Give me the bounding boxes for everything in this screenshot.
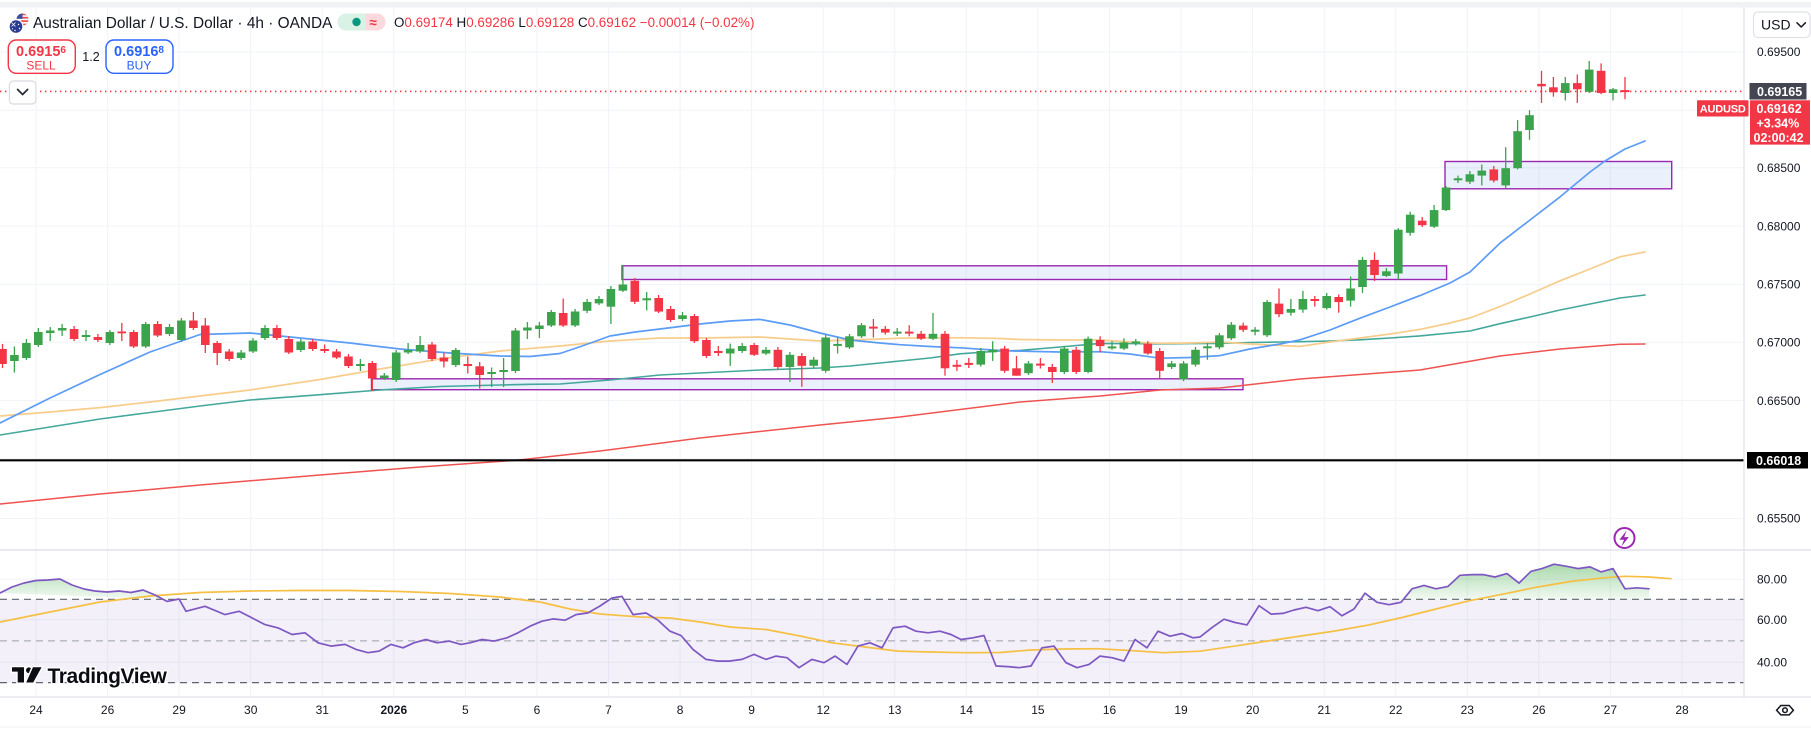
svg-text:1.2: 1.2 <box>82 50 99 64</box>
svg-text:USD: USD <box>1761 17 1791 33</box>
svg-text:TradingView: TradingView <box>48 665 168 688</box>
svg-text:9: 9 <box>748 703 755 717</box>
svg-text:19: 19 <box>1174 703 1188 717</box>
svg-text:0.69162: 0.69162 <box>1757 102 1802 116</box>
svg-text:15: 15 <box>1031 703 1045 717</box>
svg-text:02:00:42: 02:00:42 <box>1754 131 1804 145</box>
svg-text:7: 7 <box>605 703 612 717</box>
svg-text:16: 16 <box>1103 703 1117 717</box>
svg-text:40.00: 40.00 <box>1757 656 1787 670</box>
svg-text:24: 24 <box>29 703 43 717</box>
svg-text:80.00: 80.00 <box>1757 573 1787 587</box>
svg-text:Australian Dollar / U.S. Dolla: Australian Dollar / U.S. Dollar · 4h · O… <box>33 15 333 32</box>
svg-text:0.69168: 0.69168 <box>114 44 164 60</box>
svg-text:28: 28 <box>1675 703 1689 717</box>
svg-text:0.65500: 0.65500 <box>1757 512 1801 526</box>
svg-text:≈: ≈ <box>370 15 378 30</box>
svg-text:0.69500: 0.69500 <box>1757 45 1801 59</box>
svg-text:BUY: BUY <box>127 59 152 73</box>
svg-text:30: 30 <box>244 703 258 717</box>
svg-text:23: 23 <box>1461 703 1475 717</box>
svg-text:O0.69174 H0.69286 L0.69128 C0.: O0.69174 H0.69286 L0.69128 C0.69162 −0.0… <box>394 15 754 30</box>
svg-text:6: 6 <box>534 703 541 717</box>
svg-text:60.00: 60.00 <box>1757 613 1787 627</box>
svg-text:21: 21 <box>1318 703 1332 717</box>
svg-text:5: 5 <box>462 703 469 717</box>
svg-text:20: 20 <box>1246 703 1260 717</box>
svg-text:13: 13 <box>888 703 902 717</box>
svg-text:0.66018: 0.66018 <box>1756 454 1801 468</box>
svg-text:0.69156: 0.69156 <box>16 44 66 60</box>
svg-text:SELL: SELL <box>26 59 56 73</box>
svg-text:2026: 2026 <box>380 703 407 717</box>
svg-text:31: 31 <box>316 703 330 717</box>
svg-text:AUDUSD: AUDUSD <box>1700 104 1746 116</box>
svg-text:0.69165: 0.69165 <box>1757 85 1802 99</box>
svg-text:22: 22 <box>1389 703 1403 717</box>
svg-text:26: 26 <box>101 703 115 717</box>
svg-text:0.67000: 0.67000 <box>1757 336 1801 350</box>
svg-text:8: 8 <box>677 703 684 717</box>
svg-text:+3.34%: +3.34% <box>1757 117 1800 131</box>
svg-text:12: 12 <box>817 703 831 717</box>
svg-text:0.68000: 0.68000 <box>1757 219 1801 233</box>
svg-text:0.68500: 0.68500 <box>1757 161 1801 175</box>
svg-text:0.67500: 0.67500 <box>1757 278 1801 292</box>
svg-text:27: 27 <box>1604 703 1618 717</box>
svg-text:29: 29 <box>172 703 186 717</box>
svg-text:0.66500: 0.66500 <box>1757 394 1801 408</box>
svg-text:14: 14 <box>960 703 974 717</box>
svg-text:26: 26 <box>1532 703 1546 717</box>
